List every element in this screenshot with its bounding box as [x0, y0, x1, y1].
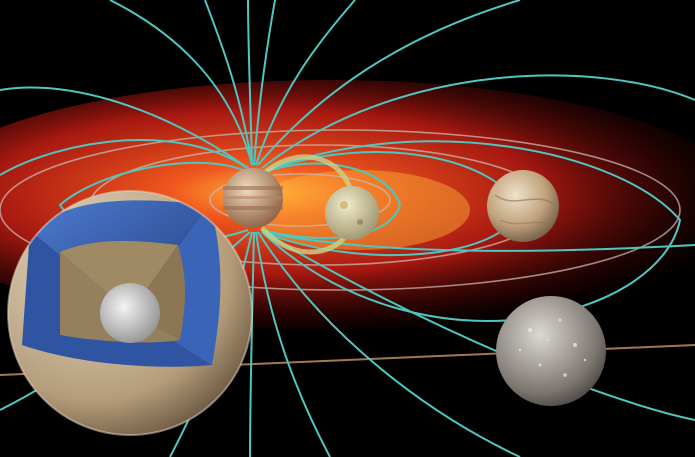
callisto-icon	[496, 296, 606, 406]
jupiter-icon	[223, 168, 283, 228]
ganymede-cutaway-icon	[7, 190, 253, 436]
io-icon	[325, 186, 379, 240]
europa-icon	[487, 170, 559, 242]
